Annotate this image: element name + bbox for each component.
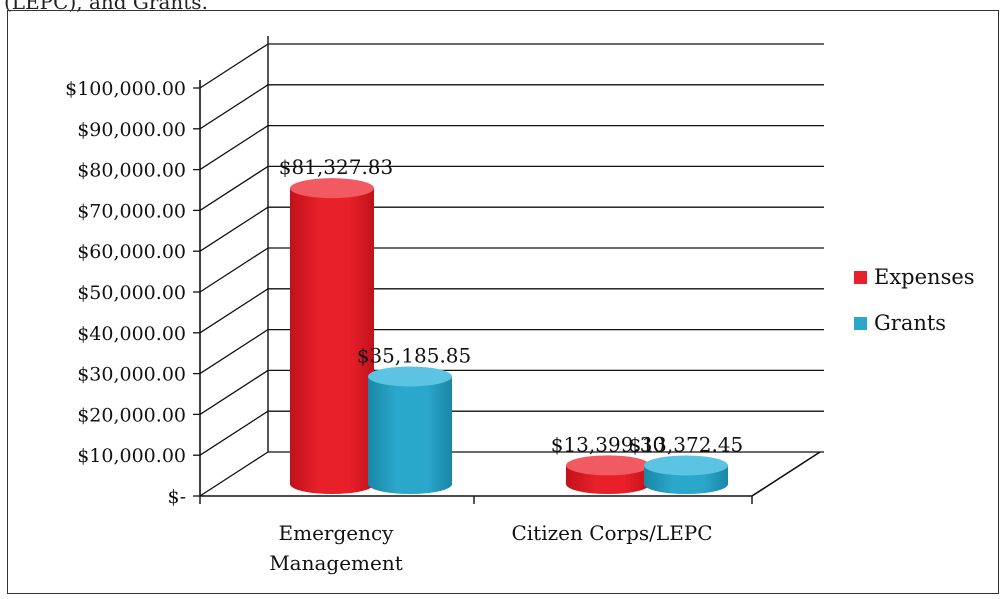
gridline-diagonal [199,329,269,375]
gridline-diagonal [199,43,269,89]
y-tick-label: $60,000.00 [77,241,186,263]
legend-label-grants: Grants [874,311,946,335]
bar-top [368,366,452,387]
bar-top [566,455,650,476]
y-tick-label: $40,000.00 [77,323,186,345]
gridline-diagonal [199,451,269,497]
bar-expenses-emergency-management [290,178,374,495]
y-tick-label: $50,000.00 [77,282,186,304]
chart-frame [7,10,999,594]
y-tick-label: $- [167,486,186,508]
bar-top [644,455,728,476]
bar-grants-citizen-corps-lepc [644,455,728,494]
x-axis-categories: Emergency Management Citizen Corps/LEPC [269,521,712,575]
gridline-diagonal [199,206,269,252]
legend-swatch-expenses [854,271,867,284]
y-tick-label: $70,000.00 [77,200,186,222]
chart-walls [199,36,821,504]
x-category-label: Emergency Management [269,521,403,575]
data-labels: $81,327.83 $35,185.85 $13,399.30$13,372.45 [279,155,744,456]
data-label: $81,327.83 [279,155,394,179]
bars [290,178,728,495]
y-tick-label: $20,000.00 [77,404,186,426]
data-label: $35,185.85 [357,343,472,367]
data-label: $13,399.30 [551,432,666,456]
gridline-diagonal [199,369,269,415]
legend-swatch-grants [854,317,867,330]
bar-body [368,376,452,494]
bar-expenses-citizen-corps-lepc [566,455,650,494]
y-tick-label: $100,000.00 [65,78,186,100]
gridline-diagonal [199,125,269,171]
y-tick-label: $90,000.00 [77,119,186,141]
gridline-diagonal [199,165,269,211]
legend-label-expenses: Expenses [874,265,975,289]
x-category-label: Citizen Corps/LEPC [511,521,712,545]
gridline-diagonal [199,247,269,293]
bar-top [290,178,374,199]
bar-grants-emergency-management [368,366,452,494]
y-tick-label: $10,000.00 [77,445,186,467]
y-tick-label: $30,000.00 [77,364,186,386]
y-axis-ticks: $- $10,000.00 $20,000.00 $30,000.00 $40,000.… [65,78,186,508]
data-label: $13,372.45 [629,432,744,456]
gridline-diagonal [199,84,269,130]
gridlines [193,43,824,497]
legend: Expenses Grants [854,265,975,335]
floor-right-edge [751,451,821,497]
y-tick-label: $80,000.00 [77,160,186,182]
gridline-diagonal [199,288,269,334]
gridline-diagonal [199,410,269,456]
bar-body [290,188,374,495]
